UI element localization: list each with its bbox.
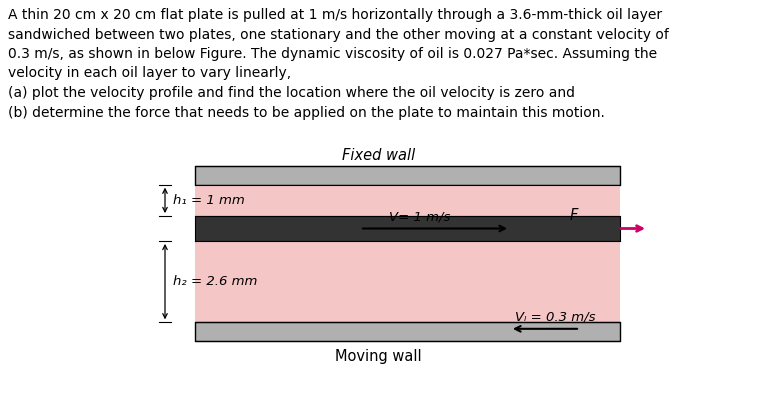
Bar	[195, 241, 620, 322]
Text: 0.3 m/s, as shown in below Figure. The dynamic viscosity of oil is 0.027 Pa*sec.: 0.3 m/s, as shown in below Figure. The d…	[8, 47, 657, 61]
Text: velocity in each oil layer to vary linearly,: velocity in each oil layer to vary linea…	[8, 67, 291, 80]
Text: F: F	[570, 208, 578, 224]
Text: V= 1 m/s: V= 1 m/s	[389, 211, 450, 224]
Text: Moving wall: Moving wall	[335, 349, 422, 364]
Bar	[195, 166, 620, 185]
Bar	[195, 185, 620, 216]
Text: (b) determine the force that needs to be applied on the plate to maintain this m: (b) determine the force that needs to be…	[8, 106, 605, 120]
Text: h₂ = 2.6 mm: h₂ = 2.6 mm	[173, 275, 257, 288]
Text: Vₗ = 0.3 m/s: Vₗ = 0.3 m/s	[515, 311, 596, 324]
Text: A thin 20 cm x 20 cm flat plate is pulled at 1 m/s horizontally through a 3.6-mm: A thin 20 cm x 20 cm flat plate is pulle…	[8, 8, 662, 22]
Text: h₁ = 1 mm: h₁ = 1 mm	[173, 194, 245, 207]
Bar	[195, 216, 620, 241]
Bar	[195, 322, 620, 341]
Text: (a) plot the velocity profile and find the location where the oil velocity is ze: (a) plot the velocity profile and find t…	[8, 86, 575, 100]
Text: sandwiched between two plates, one stationary and the other moving at a constant: sandwiched between two plates, one stati…	[8, 27, 669, 42]
Text: Fixed wall: Fixed wall	[342, 148, 415, 163]
